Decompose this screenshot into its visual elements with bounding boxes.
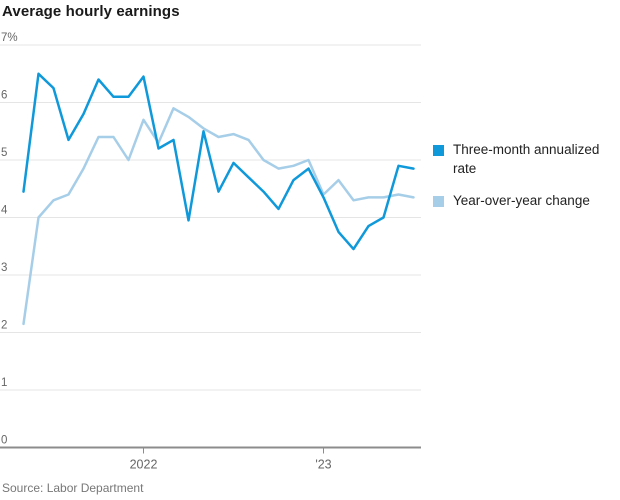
source-note: Source: Labor Department xyxy=(2,481,144,495)
y-axis-tick-label: 4 xyxy=(1,205,8,217)
x-axis-tick-label: '23 xyxy=(315,458,331,472)
legend: Three-month annualized rate Year-over-ye… xyxy=(433,141,617,211)
y-axis-labels-group: 7% 6 5 4 3 2 1 0 xyxy=(1,32,18,447)
yoy-swatch-icon xyxy=(433,196,444,208)
y-axis-tick-label: 3 xyxy=(1,262,7,274)
x-axis-group: 2022 '23 xyxy=(130,448,332,472)
series-lines-group xyxy=(22,72,415,326)
chart-title: Average hourly earnings xyxy=(2,3,180,20)
legend-item-three-month: Three-month annualized rate xyxy=(433,141,617,178)
three-month-swatch-icon xyxy=(433,145,444,156)
y-axis-tick-label: 5 xyxy=(1,147,7,159)
legend-item-yoy: Year-over-year change xyxy=(433,192,617,211)
x-axis-tick-label: 2022 xyxy=(130,458,158,472)
legend-label-three-month: Three-month annualized rate xyxy=(453,142,600,176)
series-line-yoy xyxy=(22,107,415,326)
y-axis-tick-label: 2 xyxy=(1,320,7,332)
gridlines-group xyxy=(0,44,421,449)
y-axis-tick-label: 7% xyxy=(1,32,18,44)
y-axis-tick-label: 1 xyxy=(1,377,7,389)
legend-label-yoy: Year-over-year change xyxy=(453,193,590,209)
y-axis-tick-label: 6 xyxy=(1,90,7,102)
series-line-three-month xyxy=(22,72,415,251)
y-axis-tick-label: 0 xyxy=(1,435,7,447)
